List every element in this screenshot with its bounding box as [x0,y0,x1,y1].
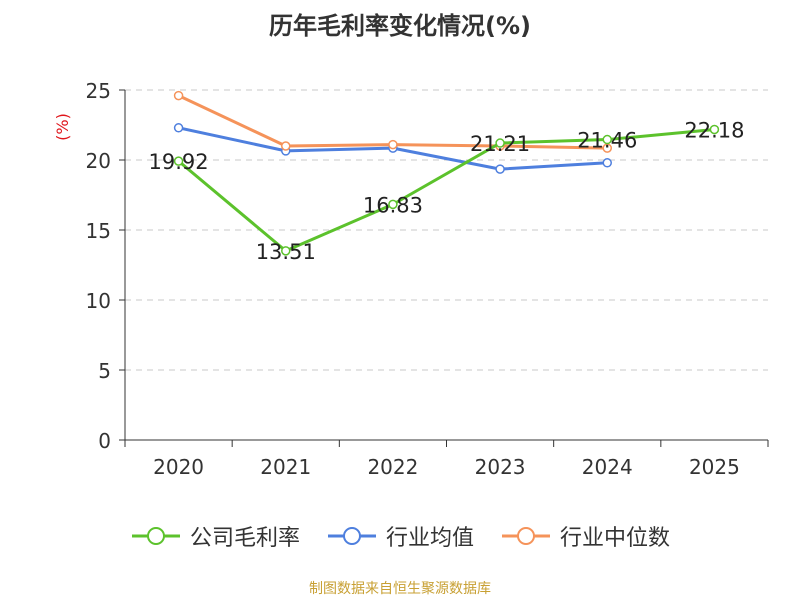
data-point [281,141,291,151]
legend-line-icon [131,527,180,545]
legend-line-icon [327,527,376,545]
data-point [388,139,398,150]
data-point [173,123,184,133]
x-tick-label: 2021 [260,455,311,479]
data-label: 22.18 [684,118,744,142]
y-tick-label: 15 [86,219,111,243]
x-tick-label: 2020 [153,455,204,479]
y-tick-label: 20 [86,149,111,173]
data-label: 21.46 [577,129,637,153]
x-tick-label: 2024 [582,455,633,479]
data-label: 21.21 [470,132,530,156]
grid-lines [125,89,768,371]
legend-label: 行业均值 [385,526,474,551]
legend-line-icon [502,527,550,545]
data-point [709,124,720,135]
legend-item: 行业中位数 [500,520,670,552]
data-point [495,138,505,148]
data-point [173,156,184,166]
y-tick-label: 10 [86,289,111,313]
legend-item: 公司毛利率 [130,520,300,552]
data-point [495,164,505,174]
data-point [281,246,291,256]
y-tick-label: 0 [98,429,111,453]
x-tick-label: 2025 [689,455,740,479]
y-tick-label: 5 [98,359,111,383]
data-point [173,90,184,101]
series [173,90,720,256]
x-tick-label: 2022 [367,455,418,479]
y-axis-label: (%) [53,113,72,141]
source-note: 制图数据来自恒生聚源数据库 [309,581,491,597]
series-line [177,127,715,253]
data-label: 13.51 [256,240,316,264]
legend-label: 行业中位数 [560,526,671,551]
data-label: 16.83 [363,193,423,217]
legend-label: 公司毛利率 [189,526,300,551]
legend: 公司毛利率 行业均值 行业中位数 [0,520,800,552]
chart-title: 历年毛利率变化情况(%) [269,12,531,40]
data-label: 19.92 [149,150,209,174]
data-point [388,199,398,210]
legend-item: 行业均值 [326,520,474,552]
y-tick-label: 25 [86,79,111,103]
data-point [602,158,612,168]
data-point [602,134,612,145]
x-tick-label: 2023 [475,455,526,479]
data-labels: 19.92 13.51 16.83 21.21 21.46 22.18 [149,118,745,263]
